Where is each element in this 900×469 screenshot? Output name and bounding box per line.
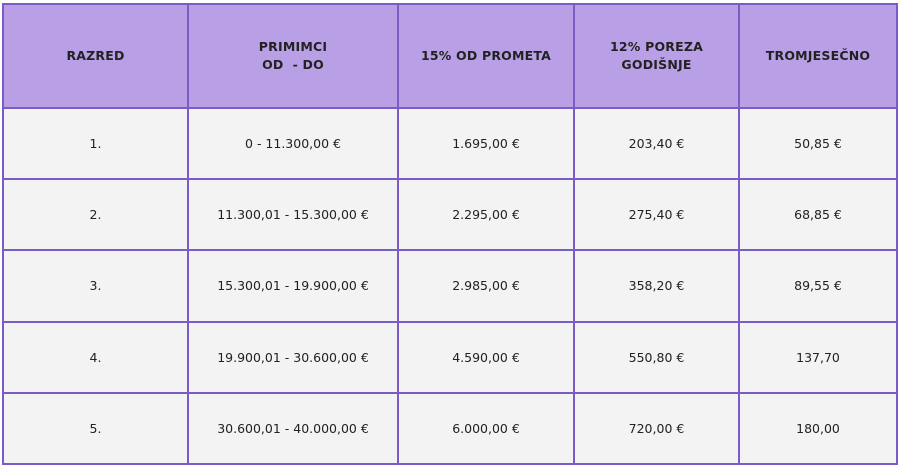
table-row: 1. 0 - 11.300,00 €1.695,00 €203,40 €50,85… (2, 106, 898, 181)
table-cell: 180,00 (738, 391, 898, 466)
table-cell: 358,20 € (573, 249, 740, 323)
header-row: RAZRED PRIMIMCI OD - DO 15% OD PROMETA 12% P… (2, 3, 898, 109)
header-text: PRIMIMCI (258, 39, 328, 54)
table-cell: 5. (2, 391, 189, 466)
table-cell: 1.695,00 € (397, 106, 575, 181)
table-cell: 203,40 € (573, 106, 740, 181)
header-text: GODIŠNJE (621, 57, 692, 72)
table-cell: 50,85 € (738, 106, 898, 181)
table-cell: 30.600,01 - 40.000,00 € (187, 391, 399, 466)
header-text: RAZRED (66, 48, 125, 63)
table-cell: 68,85 € (738, 178, 898, 252)
header-cell: 15% OD PROMETA (397, 3, 575, 109)
table-cell: 11.300,01 - 15.300,00 € (187, 178, 399, 252)
header-text: TROMJESEČNO (765, 48, 871, 63)
header-cell: PRIMIMCI OD - DO (187, 3, 399, 109)
table-row: 4. 19.900,01 - 30.600,00 €4.590,00 €550,8… (2, 320, 898, 394)
table-cell: 2.295,00 € (397, 178, 575, 252)
table-cell: 137,70 (738, 320, 898, 394)
table-cell: 2.985,00 € (397, 249, 575, 323)
table-cell: 2. (2, 178, 189, 252)
table-cell: 6.000,00 € (397, 391, 575, 466)
table-row: 3. 15.300,01 - 19.900,00 €2.985,00 €358,2… (2, 249, 898, 323)
table-cell: 19.900,01 - 30.600,00 € (187, 320, 399, 394)
table-cell: 275,40 € (573, 178, 740, 252)
table-cell: 15.300,01 - 19.900,00 € (187, 249, 399, 323)
header-text: 15% OD PROMETA (420, 48, 552, 63)
table-row: 5. 30.600,01 - 40.000,00 €6.000,00 €720,0… (2, 391, 898, 466)
header-cell: 12% POREZA GODIŠNJE (573, 3, 740, 109)
header-text: 12% POREZA (610, 39, 703, 54)
header-cell: RAZRED (2, 3, 189, 109)
table-cell: 550,80 € (573, 320, 740, 394)
table-cell: 89,55 € (738, 249, 898, 323)
table-cell: 720,00 € (573, 391, 740, 466)
table-cell: 3. (2, 249, 189, 323)
table-row: 2. 11.300,01 - 15.300,00 €2.295,00 €275,4… (2, 178, 898, 252)
table-cell: 4.590,00 € (397, 320, 575, 394)
table-cell: 1. (2, 106, 189, 181)
tax-table: RAZRED PRIMIMCI OD - DO 15% OD PROMETA 12% P… (2, 3, 898, 466)
table-cell: 4. (2, 320, 189, 394)
header-text: OD - DO (262, 57, 324, 72)
table-cell: 0 - 11.300,00 € (187, 106, 399, 181)
table-body: 1. 0 - 11.300,00 €1.695,00 €203,40 €50,85… (2, 106, 898, 466)
header-cell: TROMJESEČNO (738, 3, 898, 109)
